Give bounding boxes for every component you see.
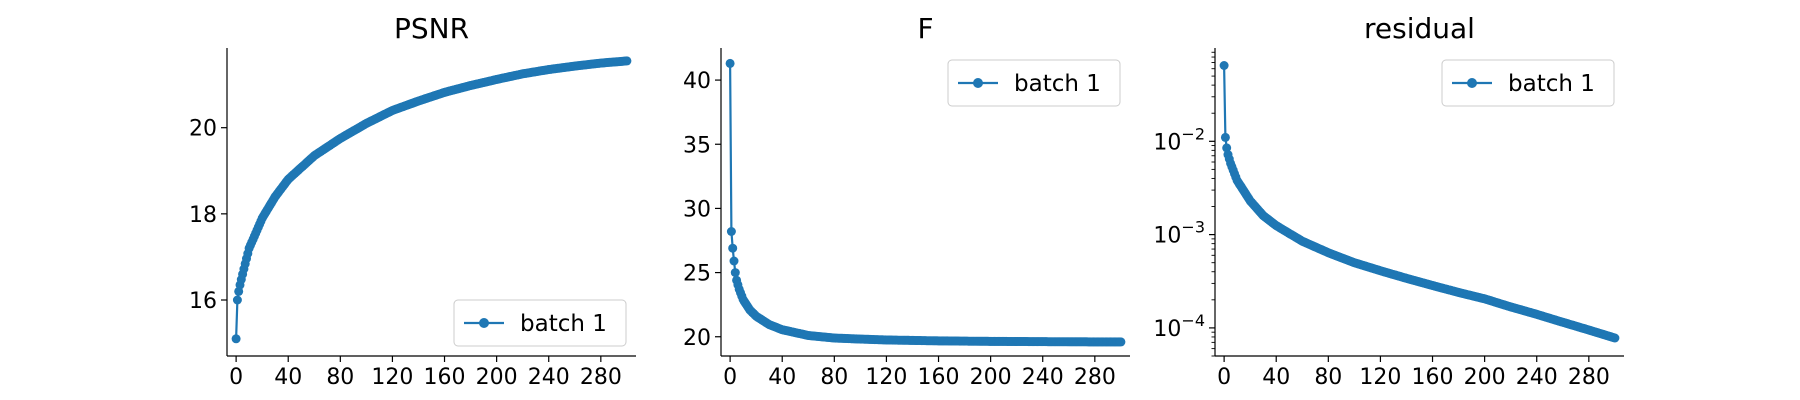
x-tick-label: 120 xyxy=(371,365,413,390)
y-tick-label: 25 xyxy=(683,262,711,287)
x-tick-label: 280 xyxy=(1074,365,1116,390)
data-point xyxy=(728,243,738,253)
legend-box xyxy=(1441,59,1615,107)
series-line xyxy=(235,59,627,339)
data-point xyxy=(729,256,739,266)
legend: batch 1 xyxy=(453,299,627,347)
data-point xyxy=(725,58,735,68)
legend: batch 1 xyxy=(947,59,1121,107)
y-tick-label: 10−4 xyxy=(1153,311,1205,342)
data-point xyxy=(1116,337,1126,347)
chart-title: residual xyxy=(1364,12,1475,45)
y-tick-label: 40 xyxy=(683,69,711,94)
y-tick-label: 20 xyxy=(189,117,217,142)
legend-marker xyxy=(973,78,983,88)
x-tick-label: 240 xyxy=(1516,365,1558,390)
x-tick-label: 80 xyxy=(326,365,354,390)
data-point xyxy=(1220,132,1230,142)
legend: batch 1 xyxy=(1441,59,1615,107)
x-tick-label: 200 xyxy=(1464,365,1506,390)
data-point xyxy=(231,334,241,344)
x-tick-label: 0 xyxy=(1217,365,1231,390)
data-point xyxy=(622,56,632,66)
x-tick-label: 280 xyxy=(1568,365,1610,390)
chart-title: F xyxy=(917,12,933,45)
x-tick-label: 120 xyxy=(865,365,907,390)
legend-box xyxy=(947,59,1121,107)
subplot-3: residual 0 40 80 120 160 200 240 280 10−4 10−3 10−2… xyxy=(1153,12,1624,390)
y-tick-label: 30 xyxy=(683,197,711,222)
data-point xyxy=(1610,333,1620,343)
x-tick-label: 80 xyxy=(1314,365,1342,390)
data-point xyxy=(730,268,740,278)
data-point xyxy=(232,295,242,305)
x-tick-label: 160 xyxy=(918,365,960,390)
y-tick-label: 35 xyxy=(683,133,711,158)
x-tick-label: 40 xyxy=(768,365,796,390)
y-tick-label: 10−2 xyxy=(1153,124,1205,155)
legend-marker xyxy=(479,318,489,328)
legend-label: batch 1 xyxy=(1014,71,1101,97)
x-tick-label: 80 xyxy=(820,365,848,390)
x-tick-label: 120 xyxy=(1359,365,1401,390)
x-tick-label: 160 xyxy=(1412,365,1454,390)
subplot-2: F 0 40 80 120 160 200 240 280 20 25 30 35 40 batch 1 xyxy=(683,12,1130,390)
legend-label: batch 1 xyxy=(1508,71,1595,97)
legend-box xyxy=(453,299,627,347)
subplot-1: PSNR 0 40 80 120 160 200 240 280 16 18 20 batch 1 xyxy=(189,12,636,390)
chart-title: PSNR xyxy=(394,12,469,45)
y-tick-label: 16 xyxy=(189,289,217,314)
y-tick-label: 18 xyxy=(189,203,217,228)
y-tick-label: 20 xyxy=(683,326,711,351)
x-tick-label: 40 xyxy=(1262,365,1290,390)
x-tick-label: 160 xyxy=(424,365,466,390)
x-tick-label: 240 xyxy=(1022,365,1064,390)
data-point xyxy=(726,227,736,236)
legend-marker xyxy=(1467,78,1477,88)
x-tick-label: 40 xyxy=(274,365,302,390)
x-tick-label: 0 xyxy=(723,365,737,390)
x-tick-label: 280 xyxy=(580,365,622,390)
y-tick-label: 10−3 xyxy=(1153,218,1205,249)
x-tick-label: 0 xyxy=(229,365,243,390)
x-tick-label: 240 xyxy=(528,365,570,390)
x-tick-label: 200 xyxy=(476,365,518,390)
x-tick-label: 200 xyxy=(970,365,1012,390)
data-point xyxy=(1219,61,1229,70)
legend-label: batch 1 xyxy=(520,311,607,337)
data-point xyxy=(1222,143,1232,153)
